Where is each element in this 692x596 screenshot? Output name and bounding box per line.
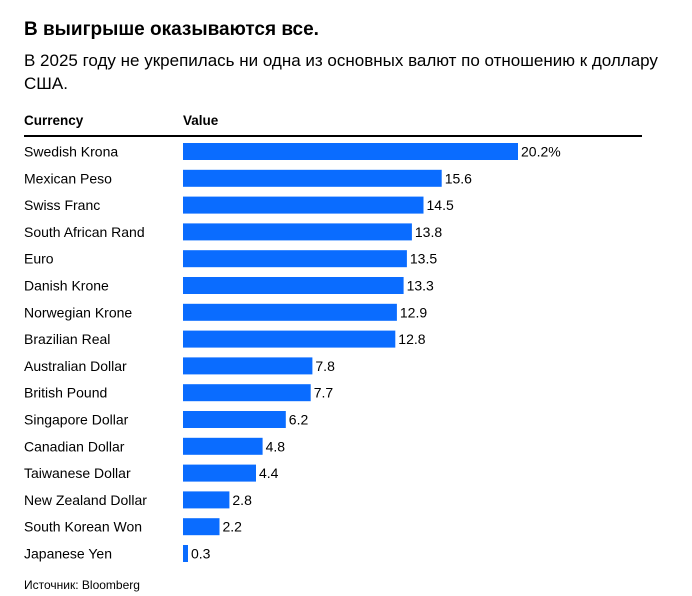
category-label-new-zealand-dollar: New Zealand Dollar <box>24 492 147 508</box>
bar-norwegian-krone <box>183 303 397 321</box>
bar-danish-krone <box>183 277 404 294</box>
currency-column-header: Currency <box>24 113 84 128</box>
chart-title: В выигрыше оказываются все. <box>24 19 319 40</box>
bar-canadian-dollar <box>183 437 263 455</box>
bar-brazilian-real <box>183 330 396 348</box>
value-label-south-korean-won: 2.2 <box>223 519 243 535</box>
category-label-mexican-peso: Mexican Peso <box>24 170 112 186</box>
bar-australian-dollar <box>183 357 313 375</box>
bar-swedish-krona <box>183 143 518 160</box>
value-label-brazilian-real: 12.8 <box>398 331 425 347</box>
category-label-norwegian-krone: Norwegian Krone <box>24 304 132 320</box>
category-label-south-korean-won: South Korean Won <box>24 519 142 535</box>
category-label-swedish-krona: Swedish Krona <box>24 144 118 160</box>
category-label-singapore-dollar: Singapore Dollar <box>24 412 129 428</box>
source-note: Источник: Bloomberg <box>24 578 140 592</box>
bar-japanese-yen <box>183 545 188 562</box>
value-label-canadian-dollar: 4.8 <box>266 438 286 454</box>
category-label-canadian-dollar: Canadian Dollar <box>24 438 125 454</box>
category-label-south-african-rand: South African Rand <box>24 224 145 240</box>
bar-new-zealand-dollar <box>183 491 230 509</box>
bar-taiwanese-dollar <box>183 464 256 482</box>
value-label-australian-dollar: 7.8 <box>315 358 335 374</box>
value-label-taiwanese-dollar: 4.4 <box>259 465 279 481</box>
category-label-japanese-yen: Japanese Yen <box>24 546 112 562</box>
bar-south-african-rand <box>183 223 412 241</box>
bar-singapore-dollar <box>183 411 286 428</box>
value-column-header: Value <box>183 113 219 128</box>
value-label-new-zealand-dollar: 2.8 <box>232 492 252 508</box>
category-label-australian-dollar: Australian Dollar <box>24 358 127 374</box>
bar-euro <box>183 250 407 268</box>
bar-south-korean-won <box>183 518 220 536</box>
value-label-danish-krone: 13.3 <box>407 278 434 294</box>
bar-british-pound <box>183 384 311 402</box>
category-label-euro: Euro <box>24 251 54 267</box>
value-label-swiss-franc: 14.5 <box>427 197 454 213</box>
value-label-south-african-rand: 13.8 <box>415 224 442 240</box>
chart-subtitle: В 2025 году не укрепилась ни одна из осн… <box>24 51 658 93</box>
value-label-mexican-peso: 15.6 <box>445 170 472 186</box>
category-label-british-pound: British Pound <box>24 385 107 401</box>
category-label-swiss-franc: Swiss Franc <box>24 197 100 213</box>
category-label-taiwanese-dollar: Taiwanese Dollar <box>24 465 131 481</box>
value-label-japanese-yen: 0.3 <box>191 546 211 562</box>
category-label-danish-krone: Danish Krone <box>24 278 109 294</box>
header-divider <box>24 135 642 137</box>
bar-mexican-peso <box>183 169 442 187</box>
value-label-norwegian-krone: 12.9 <box>400 304 427 320</box>
value-label-euro: 13.5 <box>410 251 437 267</box>
value-label-singapore-dollar: 6.2 <box>289 412 309 428</box>
value-label-british-pound: 7.7 <box>314 385 334 401</box>
category-label-brazilian-real: Brazilian Real <box>24 331 110 347</box>
value-label-swedish-krona: 20.2% <box>521 144 561 160</box>
bar-swiss-franc <box>183 196 424 214</box>
